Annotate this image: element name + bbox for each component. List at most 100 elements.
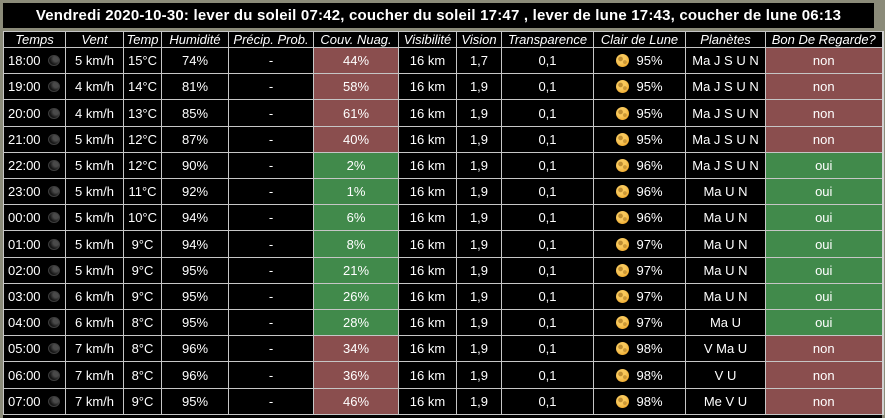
time-label: 01:00	[8, 236, 41, 252]
cell-cloud: 61%	[313, 99, 399, 127]
full-moon-icon	[616, 316, 630, 330]
full-moon-icon	[616, 54, 630, 68]
cell-humidity: 90%	[161, 151, 229, 180]
time-label: 20:00	[8, 105, 41, 121]
cell-temp: 9°C	[123, 282, 162, 311]
cell-precip: -	[228, 335, 314, 363]
cell-cloud: 34%	[313, 335, 399, 363]
moonlight-percent: 95%	[636, 79, 663, 95]
time-label: 21:00	[8, 131, 41, 147]
cell-good: oui	[765, 230, 883, 258]
cell-seeing: 1,9	[456, 178, 502, 206]
cell-precip: -	[228, 178, 314, 206]
cell-cloud: 40%	[313, 125, 399, 153]
moon-phase-icon	[47, 159, 60, 171]
cell-transparency: 0,1	[501, 230, 594, 258]
time-label: 23:00	[8, 184, 41, 200]
cell-seeing: 1,9	[456, 230, 502, 258]
cell-planets: Ma U N	[685, 230, 766, 258]
column-header-0: Temps	[3, 31, 66, 48]
cell-time: 00:00	[3, 204, 66, 232]
moonlight-percent: 97%	[636, 262, 663, 278]
day-header-bar: Vendredi 2020-10-30: lever du soleil 07:…	[3, 3, 874, 28]
cell-transparency: 0,1	[501, 309, 594, 337]
cell-temp: 8°C	[123, 309, 162, 337]
cell-precip: -	[228, 387, 314, 416]
cell-transparency: 0,1	[501, 282, 594, 311]
full-moon-icon	[616, 289, 630, 303]
column-header-5: Couv. Nuag.	[313, 31, 399, 48]
column-header-10: Planètes	[685, 31, 766, 48]
cell-precip: -	[228, 99, 314, 127]
cell-wind: 4 km/h	[65, 73, 124, 101]
cell-seeing: 1,9	[456, 387, 502, 416]
cell-moonlight: 95%	[593, 125, 686, 153]
cell-wind: 5 km/h	[65, 151, 124, 180]
cell-temp: 12°C	[123, 151, 162, 180]
cell-transparency: 0,1	[501, 387, 594, 416]
cell-good: oui	[765, 151, 883, 180]
time-label: 03:00	[8, 288, 41, 304]
cell-seeing: 1,9	[456, 151, 502, 180]
cell-cloud: 36%	[313, 361, 399, 389]
cell-temp: 14°C	[123, 73, 162, 101]
day-summary-text: Vendredi 2020-10-30: lever du soleil 07:…	[35, 7, 842, 24]
time-label: 05:00	[8, 341, 41, 357]
cell-planets: Ma J S U N	[685, 125, 766, 153]
full-moon-icon	[616, 263, 630, 277]
full-moon-icon	[616, 158, 630, 172]
cell-good: non	[765, 361, 883, 389]
cell-good: non	[765, 125, 883, 153]
moon-phase-icon	[47, 55, 60, 67]
cell-moonlight: 97%	[593, 309, 686, 337]
cell-planets: Ma U N	[685, 282, 766, 311]
moonlight-percent: 98%	[636, 393, 663, 409]
cell-good: oui	[765, 256, 883, 284]
full-moon-icon	[616, 132, 630, 146]
cell-transparency: 0,1	[501, 256, 594, 284]
cell-visibility: 16 km	[398, 99, 457, 127]
cell-temp: 12°C	[123, 125, 162, 153]
cell-transparency: 0,1	[501, 125, 594, 153]
cell-planets: Ma U N	[685, 256, 766, 284]
cell-humidity: 94%	[161, 230, 229, 258]
table-row: 20:00 4 km/h 13°C 85% -61% 16 km 1,9 0,1 95% Ma J…	[3, 99, 883, 127]
cell-humidity: 81%	[161, 73, 229, 101]
cell-cloud: 44%	[313, 46, 399, 75]
cell-precip: -	[228, 151, 314, 180]
time-label: 07:00	[8, 393, 41, 409]
cell-planets: Ma J S U N	[685, 73, 766, 101]
cell-good: non	[765, 387, 883, 416]
cell-wind: 5 km/h	[65, 46, 124, 75]
cell-visibility: 16 km	[398, 230, 457, 258]
cell-visibility: 16 km	[398, 73, 457, 101]
cell-visibility: 16 km	[398, 46, 457, 75]
cell-humidity: 94%	[161, 204, 229, 232]
cell-moonlight: 97%	[593, 282, 686, 311]
cell-planets: Ma U N	[685, 178, 766, 206]
cell-precip: -	[228, 256, 314, 284]
column-header-8: Transparence	[501, 31, 594, 48]
cell-time: 18:00	[3, 46, 66, 75]
cell-temp: 15°C	[123, 46, 162, 75]
cell-visibility: 16 km	[398, 204, 457, 232]
cell-time: 04:00	[3, 309, 66, 337]
cell-seeing: 1,9	[456, 335, 502, 363]
cell-seeing: 1,9	[456, 204, 502, 232]
full-moon-icon	[616, 211, 630, 225]
cell-seeing: 1,9	[456, 282, 502, 311]
cell-temp: 13°C	[123, 99, 162, 127]
cell-humidity: 92%	[161, 178, 229, 206]
moon-phase-icon	[47, 317, 60, 329]
moon-phase-icon	[47, 81, 60, 93]
time-label: 00:00	[8, 210, 41, 226]
cell-cloud: 21%	[313, 256, 399, 284]
full-moon-icon	[616, 342, 630, 356]
cell-seeing: 1,9	[456, 125, 502, 153]
column-header-11: Bon De Regarde?	[765, 31, 883, 48]
moonlight-percent: 98%	[636, 341, 663, 357]
cell-wind: 5 km/h	[65, 178, 124, 206]
moon-phase-icon	[47, 369, 60, 381]
